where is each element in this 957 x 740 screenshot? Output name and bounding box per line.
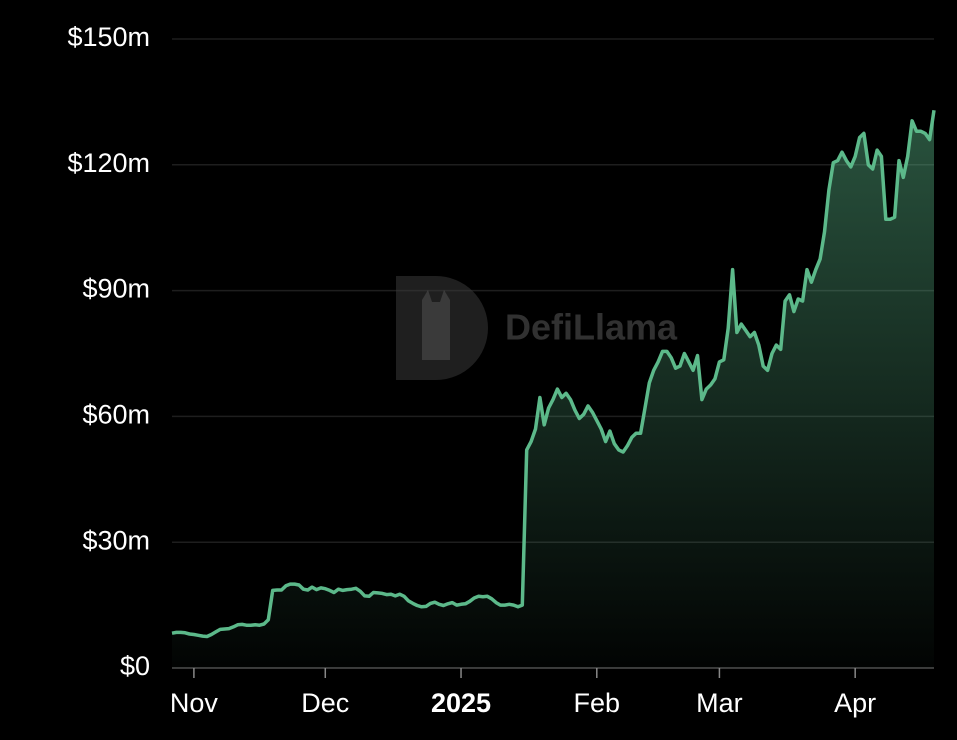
y-tick-label: $90m	[82, 274, 150, 304]
y-tick-label: $150m	[67, 22, 150, 52]
x-tick-label: 2025	[431, 688, 491, 718]
y-tick-label: $30m	[82, 525, 150, 555]
y-tick-label: $120m	[67, 148, 150, 178]
y-tick-label: $60m	[82, 400, 150, 430]
x-tick-label: Apr	[834, 688, 876, 718]
x-tick-label: Mar	[696, 688, 743, 718]
area-fill	[172, 110, 934, 669]
watermark: DefiLlama	[396, 276, 678, 380]
watermark-text: DefiLlama	[505, 307, 678, 348]
x-tick-label: Nov	[170, 688, 219, 718]
watermark-llama	[422, 290, 450, 360]
line	[171, 110, 936, 639]
x-tick-label: Dec	[301, 688, 349, 718]
x-tick-label: Feb	[574, 688, 621, 718]
y-tick-label: $0	[120, 651, 150, 681]
